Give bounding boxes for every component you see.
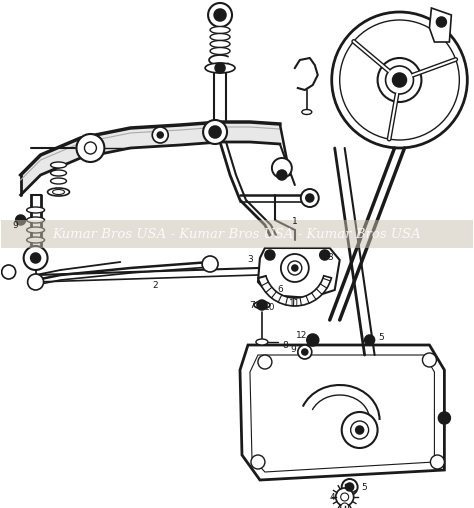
Circle shape xyxy=(430,455,445,469)
Text: 9: 9 xyxy=(290,345,296,355)
Circle shape xyxy=(281,254,309,282)
Circle shape xyxy=(385,66,413,94)
Circle shape xyxy=(320,250,330,260)
Circle shape xyxy=(27,274,44,290)
Text: 9: 9 xyxy=(13,220,18,230)
Ellipse shape xyxy=(205,63,235,73)
Circle shape xyxy=(346,483,354,491)
Circle shape xyxy=(437,17,447,27)
Circle shape xyxy=(76,134,104,162)
Text: 7: 7 xyxy=(249,301,255,309)
Text: 3: 3 xyxy=(247,256,253,265)
Circle shape xyxy=(298,345,312,359)
Circle shape xyxy=(307,334,319,346)
Circle shape xyxy=(341,503,349,508)
Polygon shape xyxy=(429,8,451,42)
Text: 1: 1 xyxy=(292,217,298,227)
Ellipse shape xyxy=(210,34,230,41)
Circle shape xyxy=(157,132,163,138)
Circle shape xyxy=(152,127,168,143)
Circle shape xyxy=(272,158,292,178)
Ellipse shape xyxy=(51,178,66,184)
Text: 12: 12 xyxy=(296,332,308,340)
Circle shape xyxy=(209,126,221,138)
Circle shape xyxy=(288,261,302,275)
Circle shape xyxy=(277,170,287,180)
Circle shape xyxy=(438,412,450,424)
Circle shape xyxy=(351,421,369,439)
Text: 2: 2 xyxy=(153,280,158,290)
Circle shape xyxy=(258,355,272,369)
Ellipse shape xyxy=(51,162,66,168)
Circle shape xyxy=(342,479,358,495)
Circle shape xyxy=(208,3,232,27)
Circle shape xyxy=(215,63,225,73)
Text: Kumar Bros USA - Kumar Bros USA - Kumar Bros USA: Kumar Bros USA - Kumar Bros USA - Kumar … xyxy=(53,228,421,240)
Polygon shape xyxy=(258,248,340,298)
Circle shape xyxy=(392,73,407,87)
Text: 6: 6 xyxy=(277,285,283,295)
Circle shape xyxy=(306,194,314,202)
Bar xyxy=(0,220,474,248)
Ellipse shape xyxy=(254,302,270,308)
Ellipse shape xyxy=(27,227,45,233)
Circle shape xyxy=(292,265,298,271)
Circle shape xyxy=(422,353,437,367)
Ellipse shape xyxy=(302,110,312,114)
Ellipse shape xyxy=(53,189,64,195)
Circle shape xyxy=(378,58,421,102)
Ellipse shape xyxy=(256,339,268,345)
Text: 8: 8 xyxy=(282,340,288,350)
Circle shape xyxy=(251,455,265,469)
Circle shape xyxy=(341,493,349,501)
Circle shape xyxy=(342,412,378,448)
Circle shape xyxy=(203,120,227,144)
Circle shape xyxy=(336,488,354,506)
Ellipse shape xyxy=(27,237,45,243)
Ellipse shape xyxy=(27,217,45,223)
Ellipse shape xyxy=(51,170,66,176)
Wedge shape xyxy=(258,276,331,306)
Circle shape xyxy=(202,256,218,272)
Polygon shape xyxy=(21,122,280,195)
Circle shape xyxy=(16,215,26,225)
Polygon shape xyxy=(240,345,445,480)
Ellipse shape xyxy=(210,26,230,34)
Circle shape xyxy=(31,253,41,263)
Circle shape xyxy=(265,250,275,260)
Ellipse shape xyxy=(210,48,230,54)
Text: 4: 4 xyxy=(330,492,336,501)
Circle shape xyxy=(2,265,16,279)
Text: 5: 5 xyxy=(362,483,367,492)
Circle shape xyxy=(302,349,308,355)
Text: 5: 5 xyxy=(379,333,384,342)
Circle shape xyxy=(365,335,374,345)
Circle shape xyxy=(24,246,47,270)
Ellipse shape xyxy=(27,207,45,213)
Text: 11: 11 xyxy=(289,299,301,307)
Circle shape xyxy=(356,426,364,434)
Circle shape xyxy=(84,142,96,154)
Circle shape xyxy=(257,300,267,310)
Text: 3: 3 xyxy=(327,253,333,263)
Ellipse shape xyxy=(47,188,70,196)
Ellipse shape xyxy=(210,41,230,48)
Text: 10: 10 xyxy=(264,303,276,312)
Circle shape xyxy=(214,9,226,21)
Ellipse shape xyxy=(28,278,43,285)
Circle shape xyxy=(301,189,319,207)
